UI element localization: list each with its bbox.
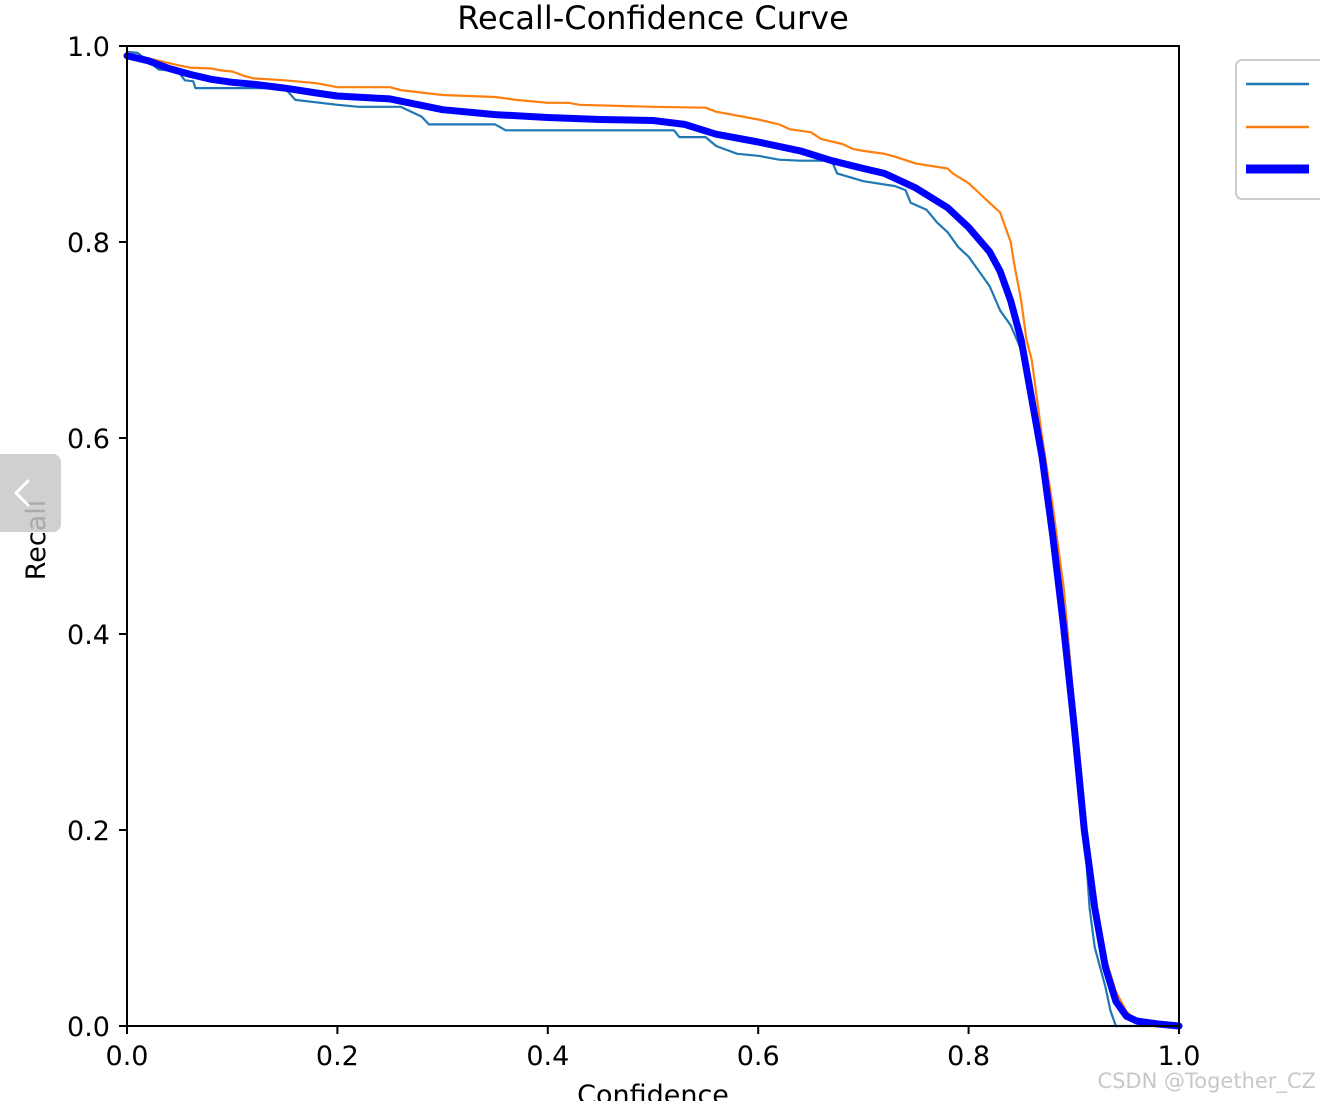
x-tick-label: 0.0	[106, 1041, 149, 1072]
y-tick-label: 1.0	[67, 32, 110, 63]
back-button[interactable]	[0, 454, 61, 532]
y-tick-label: 0.8	[67, 228, 110, 259]
x-tick-label: 1.0	[1158, 1041, 1201, 1072]
y-tick-label: 0.2	[67, 816, 110, 847]
x-tick-label: 0.2	[316, 1041, 359, 1072]
x-axis-ticks: 0.0 0.2 0.4 0.6 0.8 1.0	[106, 1026, 1201, 1072]
legend-box	[1235, 59, 1320, 200]
chevron-left-icon	[14, 479, 29, 507]
x-tick-label: 0.8	[947, 1041, 990, 1072]
plot-frame	[126, 45, 1180, 1027]
x-axis-label: Confidence	[577, 1080, 729, 1101]
series-layer	[123, 50, 1183, 1030]
y-tick-label: 0.6	[67, 424, 110, 455]
legend	[1235, 59, 1320, 200]
watermark-text: CSDN @Together_CZ	[1097, 1069, 1316, 1093]
y-axis-ticks: 0.0 0.2 0.4 0.6 0.8 1.0	[67, 32, 127, 1043]
series-line-3	[123, 52, 1183, 1030]
y-tick-label: 0.4	[67, 620, 110, 651]
y-tick-label: 0.0	[67, 1012, 110, 1043]
series-line-2	[125, 51, 1181, 1028]
chart-title: Recall-Confidence Curve	[457, 0, 849, 37]
x-tick-label: 0.6	[737, 1041, 780, 1072]
x-tick-label: 0.4	[526, 1041, 569, 1072]
